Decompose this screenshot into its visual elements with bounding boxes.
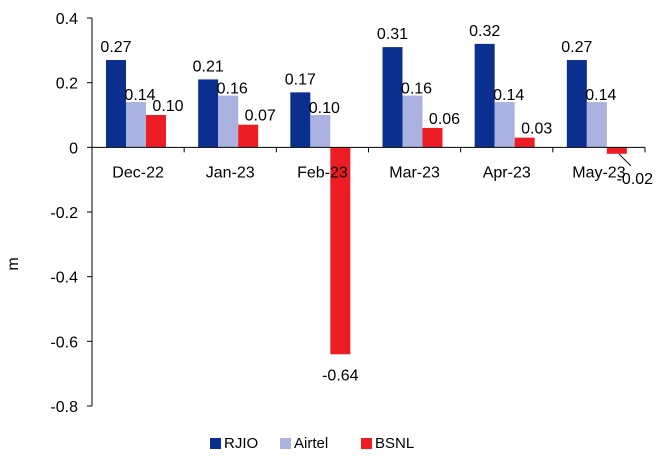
legend-label-bsnl: BSNL — [375, 435, 414, 452]
data-label-bsnl: 0.10 — [152, 98, 183, 115]
data-label-rjio: 0.27 — [100, 39, 131, 56]
bar-bsnl — [330, 147, 351, 355]
legend-swatch-rjio — [210, 438, 221, 449]
data-label-bsnl: -0.02 — [617, 171, 654, 188]
x-tick-label: Mar-23 — [389, 164, 440, 181]
y-tick-label: -0.4 — [50, 270, 78, 287]
x-tick-labels: Dec-22 Jan-23 Feb-23 Mar-23 Apr-23 May-23 — [112, 164, 625, 181]
bar-airtel — [218, 95, 239, 148]
x-tick-label: May-23 — [572, 164, 625, 181]
bar-rjio — [106, 60, 126, 148]
data-label-rjio: 0.17 — [285, 71, 316, 88]
legend: RJIO Airtel BSNL — [210, 435, 414, 452]
leader-line — [618, 153, 632, 167]
data-label-bsnl: -0.64 — [322, 367, 359, 384]
data-label-rjio: 0.21 — [193, 58, 224, 75]
y-axis-label: m — [5, 257, 22, 270]
y-tick-label: -0.8 — [50, 399, 78, 416]
data-label-airtel: 0.16 — [217, 81, 248, 98]
y-tick-label: -0.6 — [50, 334, 78, 351]
x-tick-label: Apr-23 — [483, 164, 531, 181]
data-label-airtel: 0.10 — [309, 100, 340, 117]
legend-swatch-bsnl — [361, 438, 372, 449]
legend-swatch-airtel — [280, 438, 291, 449]
bar-airtel — [402, 95, 423, 148]
bar-bsnl — [514, 137, 535, 148]
data-label-bsnl: 0.06 — [429, 111, 460, 128]
legend-label-rjio: RJIO — [224, 435, 258, 452]
data-label-airtel: 0.14 — [493, 87, 524, 104]
legend-label-airtel: Airtel — [294, 435, 328, 452]
bar-airtel — [586, 102, 607, 148]
data-labels: 0.27 0.21 0.17 0.31 0.32 0.27 0.14 0.16 0.10 0.16… — [100, 23, 653, 384]
y-axis — [87, 17, 93, 407]
x-axis-line — [91, 146, 646, 153]
bar-rjio — [474, 43, 495, 148]
bar-rjio — [566, 60, 587, 148]
data-label-bsnl: 0.03 — [521, 121, 552, 138]
data-label-rjio: 0.32 — [469, 23, 500, 40]
bar-airtel — [126, 102, 146, 148]
data-label-airtel: 0.14 — [124, 87, 155, 104]
y-tick-label: 0.4 — [56, 11, 78, 28]
bar-rjio — [290, 92, 311, 148]
bar-bsnl — [606, 147, 627, 154]
bar-bsnl — [238, 124, 259, 148]
data-label-rjio: 0.31 — [377, 26, 408, 43]
bar-bsnl — [422, 127, 443, 148]
data-label-rjio: 0.27 — [561, 39, 592, 56]
x-tick-label: Dec-22 — [112, 164, 164, 181]
y-tick-label: 0.2 — [56, 76, 78, 93]
bar-bsnl — [146, 115, 166, 148]
bar-rjio — [382, 47, 403, 148]
y-tick-labels: 0.4 0.2 0 -0.2 -0.4 -0.6 -0.8 — [50, 11, 78, 416]
data-label-airtel: 0.16 — [401, 81, 432, 98]
x-tick-label: Feb-23 — [297, 164, 348, 181]
bars — [106, 43, 627, 355]
y-tick-label: -0.2 — [50, 205, 78, 222]
data-label-bsnl: 0.07 — [245, 108, 276, 125]
bar-rjio — [198, 79, 219, 148]
x-tick-label: Jan-23 — [206, 164, 255, 181]
y-tick-label: 0 — [69, 140, 78, 157]
bar-airtel — [310, 115, 331, 148]
data-label-airtel: 0.14 — [585, 87, 616, 104]
bar-airtel — [494, 102, 515, 148]
